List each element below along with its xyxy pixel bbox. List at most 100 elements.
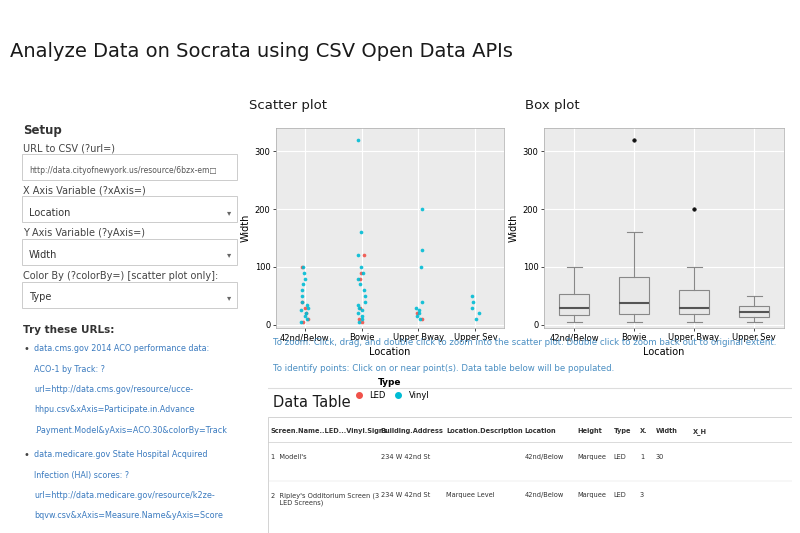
X-axis label: Location: Location <box>643 346 685 357</box>
Text: Color By (?colorBy=) [scatter plot only]:: Color By (?colorBy=) [scatter plot only]… <box>23 271 218 281</box>
Text: Y Axis Variable (?yAxis=): Y Axis Variable (?yAxis=) <box>23 228 145 238</box>
Point <box>355 228 368 237</box>
Text: data.cms.gov 2014 ACO performance data:: data.cms.gov 2014 ACO performance data: <box>34 344 210 353</box>
Text: 2  Ripley's Odditorium Screen (3
    LED Screens): 2 Ripley's Odditorium Screen (3 LED Scre… <box>270 492 378 506</box>
Point <box>354 274 367 283</box>
Point <box>358 251 370 260</box>
Text: url=http://data.medicare.gov/resource/k2ze-: url=http://data.medicare.gov/resource/k2… <box>34 491 214 500</box>
Point <box>295 292 308 300</box>
Text: Try these URLs:: Try these URLs: <box>23 325 114 335</box>
Point <box>297 263 310 271</box>
Point <box>466 297 479 306</box>
Point <box>356 318 369 326</box>
Point <box>352 274 365 283</box>
Text: bqvw.csv&xAxis=Measure.Name&yAxis=Score: bqvw.csv&xAxis=Measure.Name&yAxis=Score <box>34 511 223 520</box>
Point <box>302 303 314 312</box>
Text: 1  Modell's: 1 Modell's <box>270 454 306 460</box>
Point <box>413 306 426 314</box>
Point <box>359 292 372 300</box>
Text: url=http://data.cms.gov/resource/ucce-: url=http://data.cms.gov/resource/ucce- <box>34 385 193 394</box>
Point <box>358 286 370 294</box>
Point <box>298 269 310 277</box>
Point <box>410 303 422 312</box>
Point <box>354 280 366 288</box>
Text: 3: 3 <box>640 492 644 498</box>
Text: Location.Description: Location.Description <box>446 429 522 434</box>
Text: Screen.Name..LED...Vinyl.Signs.: Screen.Name..LED...Vinyl.Signs. <box>270 429 390 434</box>
Point <box>352 315 365 324</box>
Point <box>410 309 423 318</box>
Point <box>299 312 312 320</box>
Point <box>358 297 371 306</box>
Point <box>470 315 482 324</box>
Text: ACO-1 by Track: ?: ACO-1 by Track: ? <box>34 365 105 374</box>
Point <box>299 303 312 312</box>
FancyBboxPatch shape <box>22 282 237 308</box>
Text: Powered by  R  Studio: Powered by R Studio <box>677 9 790 19</box>
Text: Infection (HAI) scores: ?: Infection (HAI) scores: ? <box>34 471 129 480</box>
Point <box>300 309 313 318</box>
Text: X_H: X_H <box>693 429 706 435</box>
Point <box>355 315 368 324</box>
Text: Box plot: Box plot <box>525 99 579 112</box>
Point <box>302 315 314 324</box>
Text: 42nd/Below: 42nd/Below <box>525 454 564 460</box>
Text: To identify points: Click on or near point(s). Data table below will be populate: To identify points: Click on or near poi… <box>274 364 614 373</box>
Point <box>353 318 366 326</box>
PathPatch shape <box>679 290 709 314</box>
Point <box>414 315 426 324</box>
Text: URL to CSV (?url=): URL to CSV (?url=) <box>23 143 115 153</box>
Text: shinyapps.io: shinyapps.io <box>10 9 89 19</box>
Text: Height: Height <box>577 429 602 434</box>
Text: http://data.cityofnewyork.us/resource/6bzx-em□: http://data.cityofnewyork.us/resource/6b… <box>29 166 217 175</box>
PathPatch shape <box>739 306 769 317</box>
Text: Location: Location <box>29 208 70 217</box>
Point <box>466 303 478 312</box>
Text: 30: 30 <box>656 454 664 460</box>
Point <box>412 309 425 318</box>
Text: ▾: ▾ <box>227 251 232 260</box>
Point <box>415 315 428 324</box>
Point <box>301 301 314 309</box>
Point <box>354 269 367 277</box>
Text: Analyze Data on Socrata using CSV Open Data APIs: Analyze Data on Socrata using CSV Open D… <box>10 42 513 61</box>
Text: Data Table: Data Table <box>274 395 351 410</box>
Text: X.: X. <box>640 429 648 434</box>
Point <box>294 306 307 314</box>
Text: 42nd/Below: 42nd/Below <box>525 492 564 498</box>
Point <box>410 312 423 320</box>
Point <box>356 306 369 314</box>
Point <box>351 309 364 318</box>
Text: Location: Location <box>525 429 556 434</box>
Legend: LED, Vinyl: LED, Vinyl <box>347 375 433 403</box>
Text: .Payment.Model&yAxis=ACO.30&colorBy=Track: .Payment.Model&yAxis=ACO.30&colorBy=Trac… <box>34 426 227 435</box>
Point <box>466 292 478 300</box>
Point <box>300 309 313 318</box>
Point <box>351 135 364 144</box>
Text: hhpu.csv&xAxis=Participate.in.Advance: hhpu.csv&xAxis=Participate.in.Advance <box>34 406 194 415</box>
Point <box>352 301 365 309</box>
FancyBboxPatch shape <box>22 196 237 222</box>
Point <box>353 303 366 312</box>
Text: To zoom: Click, drag, and double click to zoom into the scatter plot. Double cli: To zoom: Click, drag, and double click t… <box>274 338 777 348</box>
Text: LED: LED <box>614 454 626 460</box>
Text: ▾: ▾ <box>227 293 232 302</box>
FancyBboxPatch shape <box>22 154 237 180</box>
Text: Scatter plot: Scatter plot <box>249 99 326 112</box>
Point <box>414 263 427 271</box>
Point <box>473 309 486 318</box>
Point <box>298 274 311 283</box>
Point <box>356 312 369 320</box>
Point <box>295 286 308 294</box>
X-axis label: Location: Location <box>370 346 410 357</box>
Text: Width: Width <box>29 250 58 260</box>
Point <box>357 269 370 277</box>
Text: •: • <box>23 344 29 354</box>
Point <box>295 263 308 271</box>
Point <box>296 297 309 306</box>
Text: ▾: ▾ <box>227 208 232 217</box>
Point <box>297 280 310 288</box>
Text: 234 W 42nd St: 234 W 42nd St <box>381 454 430 460</box>
Point <box>295 297 308 306</box>
Text: 234 W 42nd St: 234 W 42nd St <box>381 492 430 498</box>
